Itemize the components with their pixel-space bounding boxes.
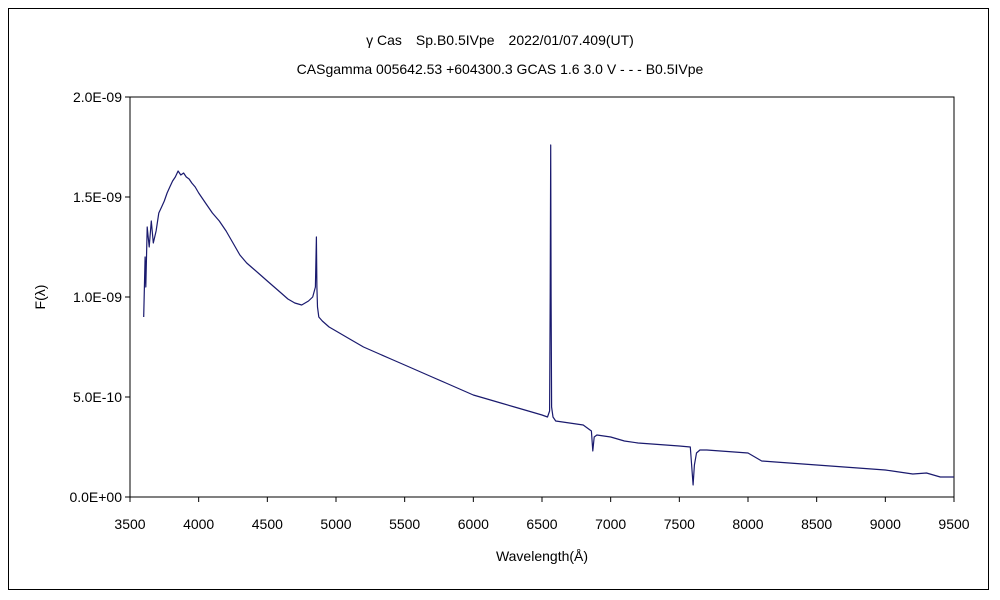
x-tick-label: 5000	[320, 516, 351, 532]
chart-frame	[8, 8, 989, 590]
x-tick-label: 9500	[938, 516, 969, 532]
x-tick-label: 9000	[870, 516, 901, 532]
x-tick-label: 6000	[458, 516, 489, 532]
x-tick-label: 3500	[114, 516, 145, 532]
x-tick-label: 5500	[389, 516, 420, 532]
x-tick-label: 7500	[664, 516, 695, 532]
x-tick-label: 4500	[252, 516, 283, 532]
x-tick-label: 6500	[526, 516, 557, 532]
x-tick-label: 8500	[801, 516, 832, 532]
chart-subtitle: CASgamma 005642.53 +604300.3 GCAS 1.6 3.…	[296, 61, 704, 77]
plot-area	[129, 96, 955, 498]
y-tick-label: 1.0E-09	[73, 289, 122, 305]
x-tick-label: 7000	[595, 516, 626, 532]
y-tick-label: 0.0E+00	[69, 489, 122, 505]
x-axis: 3500 4000 4500 5000 5500 6000 6500 7000 7500 8000…	[114, 497, 970, 532]
y-tick-label: 1.5E-09	[73, 189, 122, 205]
x-tick-label: 4000	[183, 516, 214, 532]
y-axis-label: F(λ)	[32, 285, 48, 310]
x-tick-label: 8000	[732, 516, 763, 532]
y-axis: 0.0E+00 5.0E-10 1.0E-09 1.5E-09 2.0E-09	[69, 89, 130, 505]
x-axis-label: Wavelength(Å)	[496, 548, 588, 564]
y-tick-label: 2.0E-09	[73, 89, 122, 105]
spectrum-series-line	[143, 144, 954, 486]
chart-title: γ Cas Sp.B0.5IVpe 2022/01/07.409(UT)	[366, 32, 634, 48]
y-tick-label: 5.0E-10	[73, 389, 122, 405]
